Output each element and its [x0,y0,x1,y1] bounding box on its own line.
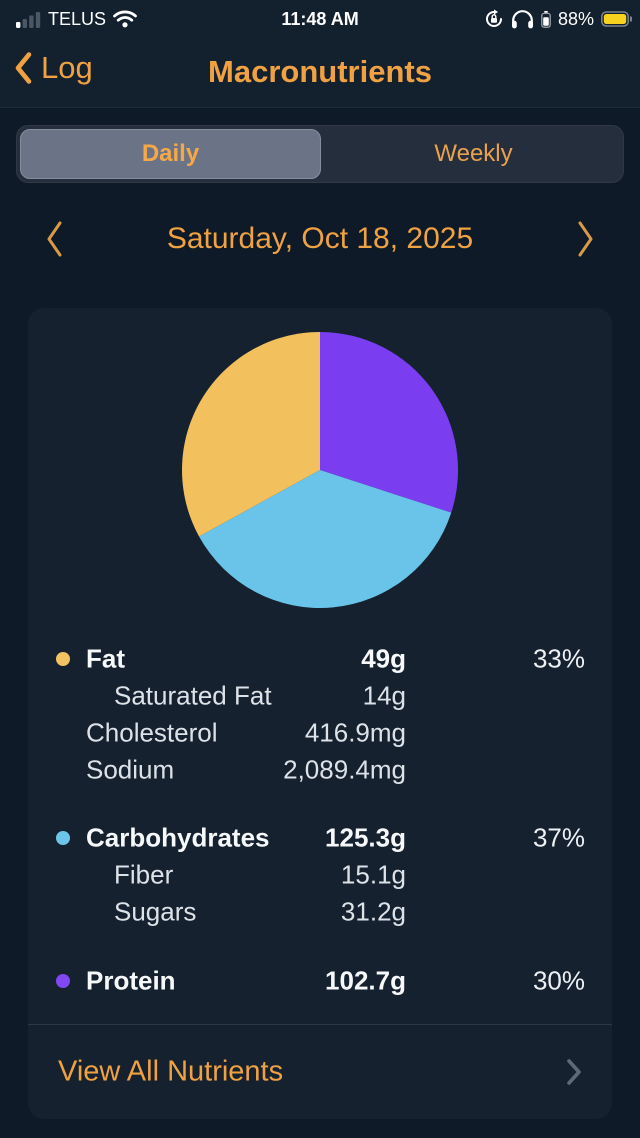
legend-row-fat: Fat 49g 33% [28,640,612,677]
rotation-lock-icon [484,9,504,29]
back-button[interactable]: Log [14,50,93,86]
nutrient-value: 416.9mg [304,717,406,747]
nutrient-percent: 33% [532,643,585,673]
legend-row-sodium: Sodium 2,089.4mg [28,751,612,788]
chevron-right-icon [566,1058,582,1086]
nutrient-label: Fiber [114,859,174,889]
headphone-battery-icon [541,10,551,28]
nutrient-label: Carbohydrates [86,822,270,852]
divider [28,1024,612,1025]
carbohydrates-dot [56,830,70,845]
nutrient-label: Sugars [114,896,197,926]
protein-dot [56,973,70,988]
tab-daily[interactable]: Daily [20,129,321,179]
legend-row-saturated-fat: Saturated Fat 14g [28,677,612,714]
battery-icon [601,11,632,27]
nutrient-value: 31.2g [340,896,406,926]
nutrient-label: Saturated Fat [114,680,272,710]
signal-icon [16,11,41,28]
current-date-label: Saturday, Oct 18, 2025 [166,222,474,255]
chevron-left-icon [14,52,32,84]
status-left-cluster: TELUS [16,9,137,30]
fat-dot [56,651,70,666]
status-bar: TELUS 11:48 AM [0,0,640,38]
wifi-icon [113,10,137,28]
nutrient-label: Sodium [86,754,175,784]
legend-row-cholesterol: Cholesterol 416.9mg [28,714,612,751]
nutrient-value: 15.1g [340,859,406,889]
nutrient-value: 49g [361,643,406,673]
legend-row-fiber: Fiber 15.1g [28,856,612,893]
nutrient-value: 125.3g [325,822,406,852]
nutrient-percent: 30% [532,965,585,995]
view-all-nutrients-button[interactable]: View All Nutrients [28,1025,612,1119]
nutrient-label: Cholesterol [86,717,218,747]
legend-row-protein: Protein 102.7g 30% [28,962,612,999]
macronutrients-card: Fat 49g 33% Saturated Fat 14g Cholestero… [28,308,612,1119]
tab-weekly[interactable]: Weekly [434,140,513,167]
header-row: Log Macronutrients [0,40,640,104]
carrier-label: TELUS [48,8,107,29]
clock: 11:48 AM [281,8,359,29]
status-right-cluster: 88% [484,9,632,30]
nutrient-value: 102.7g [325,965,406,995]
navigation-bar: TELUS 11:48 AM [0,0,640,108]
battery-percent-label: 88% [557,8,594,29]
headphones-icon [511,9,534,29]
pie-slice-carbohydrates [199,470,452,609]
period-segmented-control: Daily Weekly [16,125,624,183]
page-title: Macronutrients [208,54,432,89]
next-day-button[interactable] [576,219,596,259]
legend-row-sugars: Sugars 31.2g [28,893,612,930]
nutrient-value: 14g [362,680,406,710]
legend-row-carbohydrates: Carbohydrates 125.3g 37% [28,819,612,856]
back-button-label: Log [41,50,93,85]
nutrient-percent: 37% [532,822,585,852]
nutrient-label: Protein [86,965,176,995]
pie-slice-fat [182,332,320,537]
date-navigator: Saturday, Oct 18, 2025 [0,212,640,266]
nutrient-label: Fat [86,643,125,673]
nutrient-value: 2,089.4mg [283,754,406,784]
pie-chart [182,332,459,609]
pie-slice-protein [320,332,459,513]
view-all-label: View All Nutrients [58,1055,284,1088]
previous-day-button[interactable] [44,219,64,259]
